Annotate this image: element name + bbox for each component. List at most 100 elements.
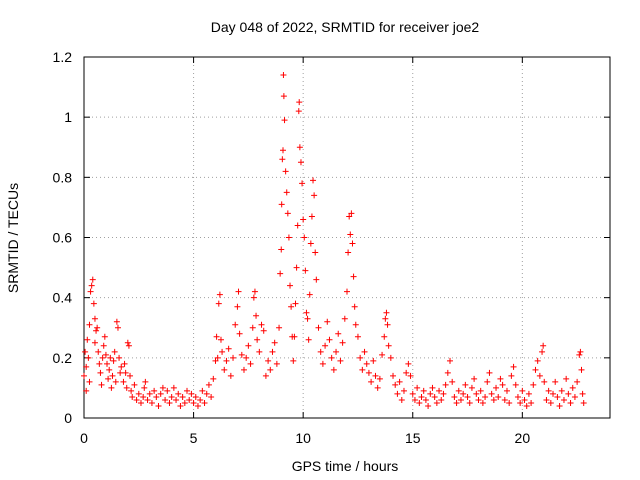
data-point xyxy=(296,99,303,106)
data-point xyxy=(212,357,219,364)
data-point xyxy=(227,372,234,379)
data-point xyxy=(278,246,285,253)
data-point xyxy=(312,249,319,256)
data-point xyxy=(372,372,379,379)
data-point xyxy=(541,378,548,385)
data-point xyxy=(265,357,272,364)
data-point xyxy=(123,384,130,391)
grid xyxy=(84,57,610,418)
data-point xyxy=(201,399,208,406)
data-point xyxy=(96,360,103,367)
data-point xyxy=(565,390,572,397)
data-point xyxy=(230,354,237,361)
data-point xyxy=(188,390,195,397)
data-point xyxy=(89,276,96,283)
data-point xyxy=(281,117,288,124)
data-point xyxy=(249,324,256,331)
data-point xyxy=(100,342,107,349)
data-point xyxy=(497,375,504,382)
data-point xyxy=(114,324,121,331)
data-point xyxy=(131,381,138,388)
data-point xyxy=(88,282,95,289)
data-point xyxy=(269,348,276,355)
data-point xyxy=(302,267,309,274)
data-point xyxy=(91,339,98,346)
data-point xyxy=(451,393,458,400)
data-point xyxy=(453,399,460,406)
data-point xyxy=(341,315,348,322)
data-point xyxy=(181,399,188,406)
data-point xyxy=(166,399,173,406)
data-point xyxy=(146,390,153,397)
data-point xyxy=(349,240,356,247)
data-point xyxy=(344,288,350,295)
data-point xyxy=(554,393,561,400)
x-tick-label: 5 xyxy=(190,430,198,446)
data-point xyxy=(305,336,312,343)
data-point xyxy=(245,342,252,349)
data-point xyxy=(319,360,326,367)
data-point xyxy=(234,303,241,310)
data-point xyxy=(530,381,537,388)
data-point xyxy=(215,300,222,307)
axis-ticks: 0 0.2 0.4 0.6 0.8 1 1.2 0 5 10 15 20 xyxy=(53,49,610,446)
data-point xyxy=(122,369,129,376)
data-point xyxy=(339,339,346,346)
data-point xyxy=(280,93,287,100)
data-point xyxy=(558,387,565,394)
data-point xyxy=(484,378,491,385)
data-point xyxy=(519,387,526,394)
data-point xyxy=(120,378,127,385)
data-point xyxy=(387,354,394,361)
data-point xyxy=(213,333,220,340)
data-point xyxy=(86,321,93,328)
data-point xyxy=(184,387,191,394)
data-point xyxy=(468,384,475,391)
data-point xyxy=(508,372,515,379)
data-point xyxy=(179,393,186,400)
data-point xyxy=(545,387,552,394)
data-point xyxy=(94,324,101,331)
y-tick-label: 0.2 xyxy=(53,350,73,366)
data-point xyxy=(455,387,462,394)
data-point xyxy=(361,348,368,355)
data-point xyxy=(398,396,405,403)
data-point xyxy=(301,234,308,241)
data-point xyxy=(521,396,528,403)
data-point xyxy=(576,351,583,358)
data-point xyxy=(142,378,149,385)
data-point xyxy=(346,213,353,220)
data-point xyxy=(125,342,132,349)
data-point xyxy=(471,375,478,382)
data-point xyxy=(370,357,377,364)
data-point xyxy=(368,378,375,385)
data-point xyxy=(217,336,224,343)
data-point xyxy=(140,393,147,400)
data-point xyxy=(556,402,563,409)
data-point xyxy=(91,315,98,322)
data-point xyxy=(574,378,581,385)
data-point xyxy=(243,354,250,361)
y-tick-label: 0.4 xyxy=(53,290,73,306)
data-point xyxy=(569,384,576,391)
data-point xyxy=(104,360,111,367)
x-axis-label: GPS time / hours xyxy=(292,458,399,474)
data-point xyxy=(512,381,519,388)
data-point xyxy=(359,366,366,373)
data-point xyxy=(442,381,449,388)
data-point xyxy=(381,333,388,340)
data-point xyxy=(322,342,329,349)
data-point xyxy=(205,381,212,388)
data-point xyxy=(444,369,451,376)
data-point xyxy=(277,270,284,277)
data-point xyxy=(83,363,90,370)
data-point xyxy=(192,393,199,400)
data-point xyxy=(324,318,331,325)
data-point xyxy=(273,360,280,367)
data-point xyxy=(374,384,381,391)
data-point xyxy=(400,387,407,394)
data-point xyxy=(392,381,399,388)
data-point xyxy=(299,180,306,187)
x-tick-label: 0 xyxy=(80,430,88,446)
